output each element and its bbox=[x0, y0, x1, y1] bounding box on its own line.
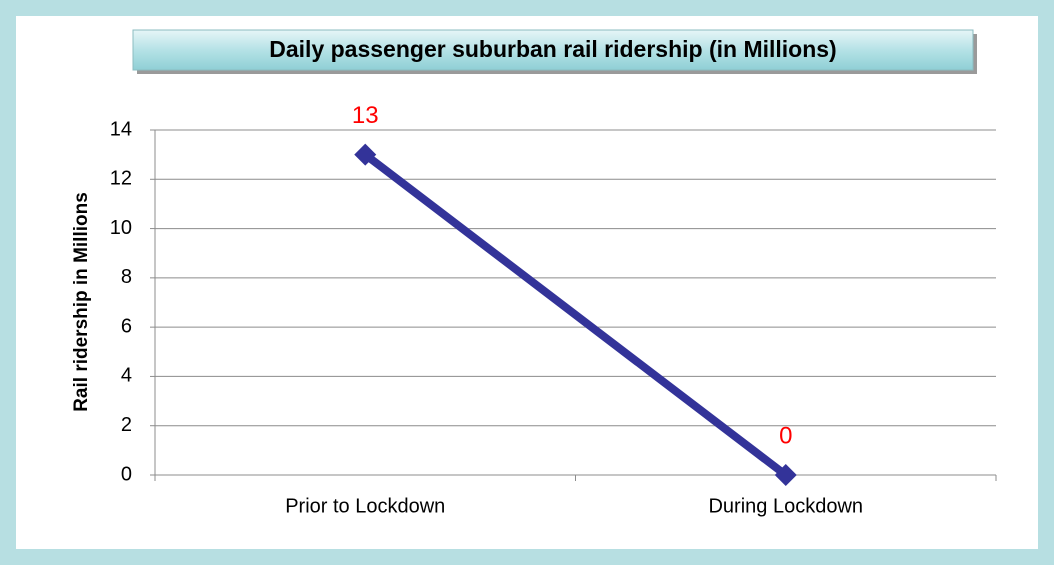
series-line bbox=[362, 151, 789, 479]
y-tick-label: 12 bbox=[110, 168, 132, 190]
y-tick-label: 6 bbox=[121, 315, 132, 337]
y-axis-label: Rail ridership in Millions bbox=[71, 192, 92, 412]
y-tick-label: 14 bbox=[110, 118, 132, 140]
y-tick-label: 0 bbox=[121, 463, 132, 485]
data-label: 13 bbox=[352, 102, 379, 129]
marker bbox=[354, 143, 377, 166]
y-tick-label: 2 bbox=[121, 414, 132, 436]
x-tick-label: Prior to Lockdown bbox=[285, 495, 445, 517]
y-tick-label: 8 bbox=[121, 266, 132, 288]
x-tick-label: During Lockdown bbox=[708, 495, 863, 517]
y-tick-label: 4 bbox=[121, 365, 132, 387]
data-label: 0 bbox=[779, 422, 792, 449]
chart-title: Daily passenger suburban rail ridership … bbox=[269, 36, 836, 62]
y-tick-label: 10 bbox=[110, 217, 132, 239]
title-box bbox=[132, 29, 974, 71]
marker bbox=[774, 464, 797, 486]
